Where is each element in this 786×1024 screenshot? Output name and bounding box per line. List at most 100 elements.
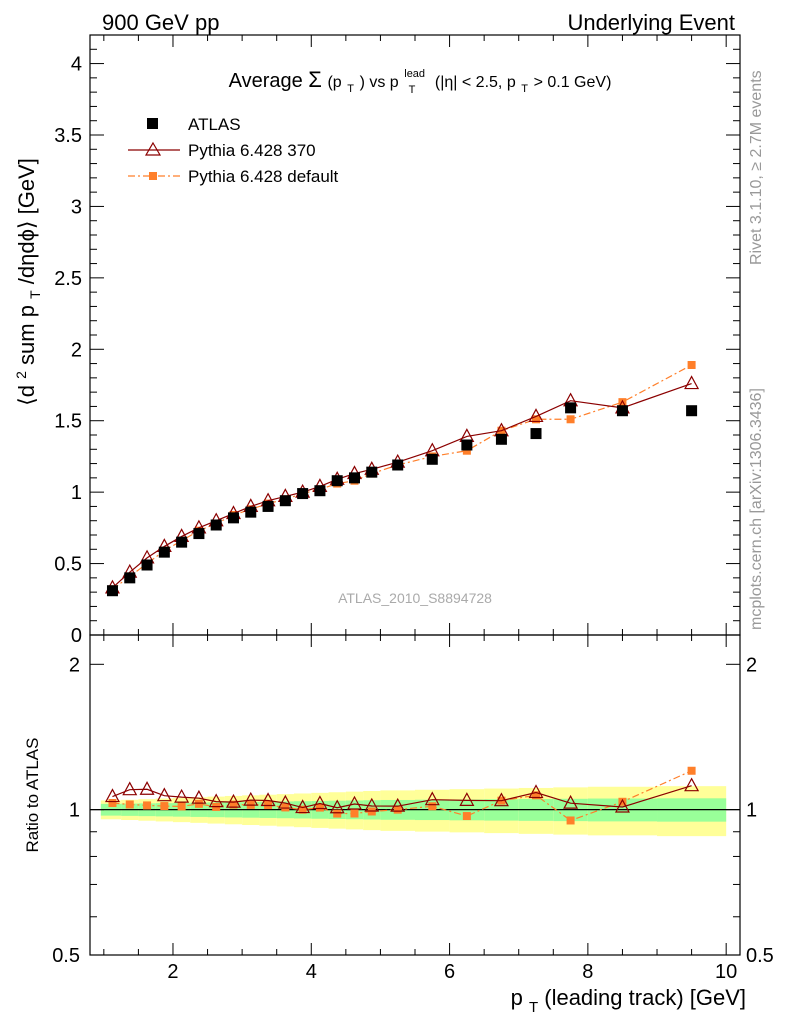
ratio-pythia370-point	[139, 781, 155, 795]
ratio-pythia370-point	[614, 798, 630, 813]
chart-title: Average Σ (p T ) vs p lead T (|η| < 2.5,…	[229, 60, 612, 98]
title-sigma: Σ	[308, 67, 322, 92]
series-line	[112, 364, 692, 590]
ratio-pythia-default-point	[177, 802, 186, 811]
title-part: (p	[327, 74, 341, 91]
atlas-data-point	[331, 475, 343, 487]
legend: ATLAS Pythia 6.428 370 Pythia 6.428 defa…	[128, 115, 339, 186]
main-y-tick-label: 1.5	[54, 411, 82, 433]
header-left: 900 GeV pp	[102, 10, 219, 35]
ratio-pythia370-point	[528, 784, 544, 799]
ratio-pythia370-point	[312, 795, 328, 810]
ratio-pythia-default-point	[462, 812, 471, 821]
atlas-data-point	[686, 405, 698, 417]
ratio-pythia370-point	[156, 787, 172, 802]
ratio-pythia-default-point	[125, 800, 134, 809]
atlas-data-point	[314, 485, 326, 497]
ratio-pythia370-point	[174, 788, 190, 803]
ratio-pythia370-point	[104, 788, 120, 803]
x-tick-labels: 2 4 6 8 10	[167, 961, 737, 983]
x-tick-label: 8	[582, 961, 593, 983]
mcplots-label: mcplots.cern.ch [arXiv:1306.3436]	[748, 388, 765, 630]
ratio-pythia-default-point	[143, 801, 152, 810]
ratio-pythia-default-point	[315, 803, 324, 812]
pythia-default-point	[566, 415, 575, 424]
axis-ticks	[90, 34, 740, 956]
header-right: Underlying Event	[567, 10, 735, 35]
atlas-data-point	[227, 512, 239, 524]
title-part: Average	[229, 70, 303, 92]
title-superscript: lead	[404, 68, 425, 80]
ratio-y-tick-label-right: 2	[746, 654, 757, 676]
ratio-pythia-default-point	[566, 816, 575, 825]
title-subscript: T	[521, 83, 528, 95]
title-part: > 0.1 GeV)	[534, 74, 612, 91]
ratio-pythia-default-point	[281, 803, 290, 812]
atlas-data-point	[141, 559, 153, 571]
main-plot-data	[104, 361, 700, 597]
ratio-pythia370-point	[191, 789, 207, 804]
legend-label-pythia370: Pythia 6.428 370	[188, 141, 316, 160]
title-part: (|η| < 2.5, p	[435, 74, 516, 91]
pythia370-point	[528, 408, 544, 423]
ratio-pythia370-point	[295, 799, 311, 814]
ratio-y-tick-label-right: 0.5	[746, 945, 774, 967]
ratio-pythia370-point	[329, 799, 345, 814]
atlas-data-point	[106, 585, 118, 597]
ratio-pythia-default-point	[108, 798, 117, 807]
main-y-tick-label: 1	[71, 482, 82, 504]
atlas-data-point	[495, 433, 507, 445]
ratio-y-tick-labels: 0.5 1 2 0.5 1 2	[52, 654, 774, 967]
title-subscript: T	[347, 83, 354, 95]
ratio-pythia370-point	[346, 795, 363, 810]
pythia370-point	[684, 375, 700, 390]
pythia-default-point	[532, 415, 541, 424]
main-y-tick-label: 0	[71, 625, 82, 647]
legend-pythia370-marker	[144, 141, 162, 156]
ratio-pythia370-point	[225, 793, 241, 808]
ratio-uncertainty-bands	[100, 786, 727, 837]
ratio-pythia-default-point	[428, 802, 437, 811]
ratio-y-axis-label: Ratio to ATLAS	[23, 738, 42, 853]
x-tick-label: 2	[167, 961, 178, 983]
ratio-pythia-default-point	[194, 799, 203, 808]
x-tick-label: 4	[306, 961, 317, 983]
ratio-pythia370-point	[260, 792, 276, 807]
rivet-version-label: Rivet 3.1.10, ≥ 2.7M events	[748, 70, 765, 265]
main-y-tick-label: 3.5	[54, 125, 82, 147]
ratio-pythia370-point	[459, 792, 475, 807]
ratio-pythia370-point	[684, 777, 700, 792]
ratio-y-tick-label: 1	[69, 800, 80, 822]
ratio-y-tick-label-right: 1	[746, 800, 757, 822]
analysis-watermark: ATLAS_2010_S8894728	[338, 590, 492, 606]
atlas-data-point	[616, 405, 628, 417]
ratio-pythia370-point	[208, 793, 224, 808]
ratio-y-tick-label: 2	[69, 654, 80, 676]
ratio-pythia-default-point	[393, 805, 402, 814]
x-tick-label: 6	[444, 961, 455, 983]
atlas-data-point	[245, 506, 257, 518]
ratio-pythia-default-point	[333, 809, 342, 818]
main-y-tick-label: 2	[71, 339, 82, 361]
main-y-tick-label: 3	[71, 196, 82, 218]
atlas-data-point	[176, 536, 188, 548]
pythia-default-point	[687, 361, 696, 369]
legend-label-pythia-default: Pythia 6.428 default	[188, 167, 339, 186]
atlas-data-point	[530, 428, 542, 440]
ratio-y-tick-label: 0.5	[52, 945, 80, 967]
atlas-data-point	[461, 439, 473, 451]
ratio-pythia-default-point	[687, 766, 696, 775]
ratio-pythia370-point	[243, 791, 259, 806]
legend-pythia-default-marker	[149, 172, 157, 180]
y-axis-label: ⟨d 2 sum p T /dηdϕ⟩ [GeV]	[6, 158, 45, 406]
series-line	[112, 383, 692, 589]
main-y-tick-label: 0.5	[54, 554, 82, 576]
pythia-default-point	[462, 446, 471, 455]
ratio-pythia370-point	[277, 794, 293, 809]
atlas-data-point	[426, 453, 438, 465]
atlas-data-point	[565, 402, 577, 414]
legend-label-atlas: ATLAS	[188, 115, 241, 134]
ratio-pythia370-point	[424, 791, 440, 806]
ratio-pythia-default-point	[350, 809, 359, 818]
